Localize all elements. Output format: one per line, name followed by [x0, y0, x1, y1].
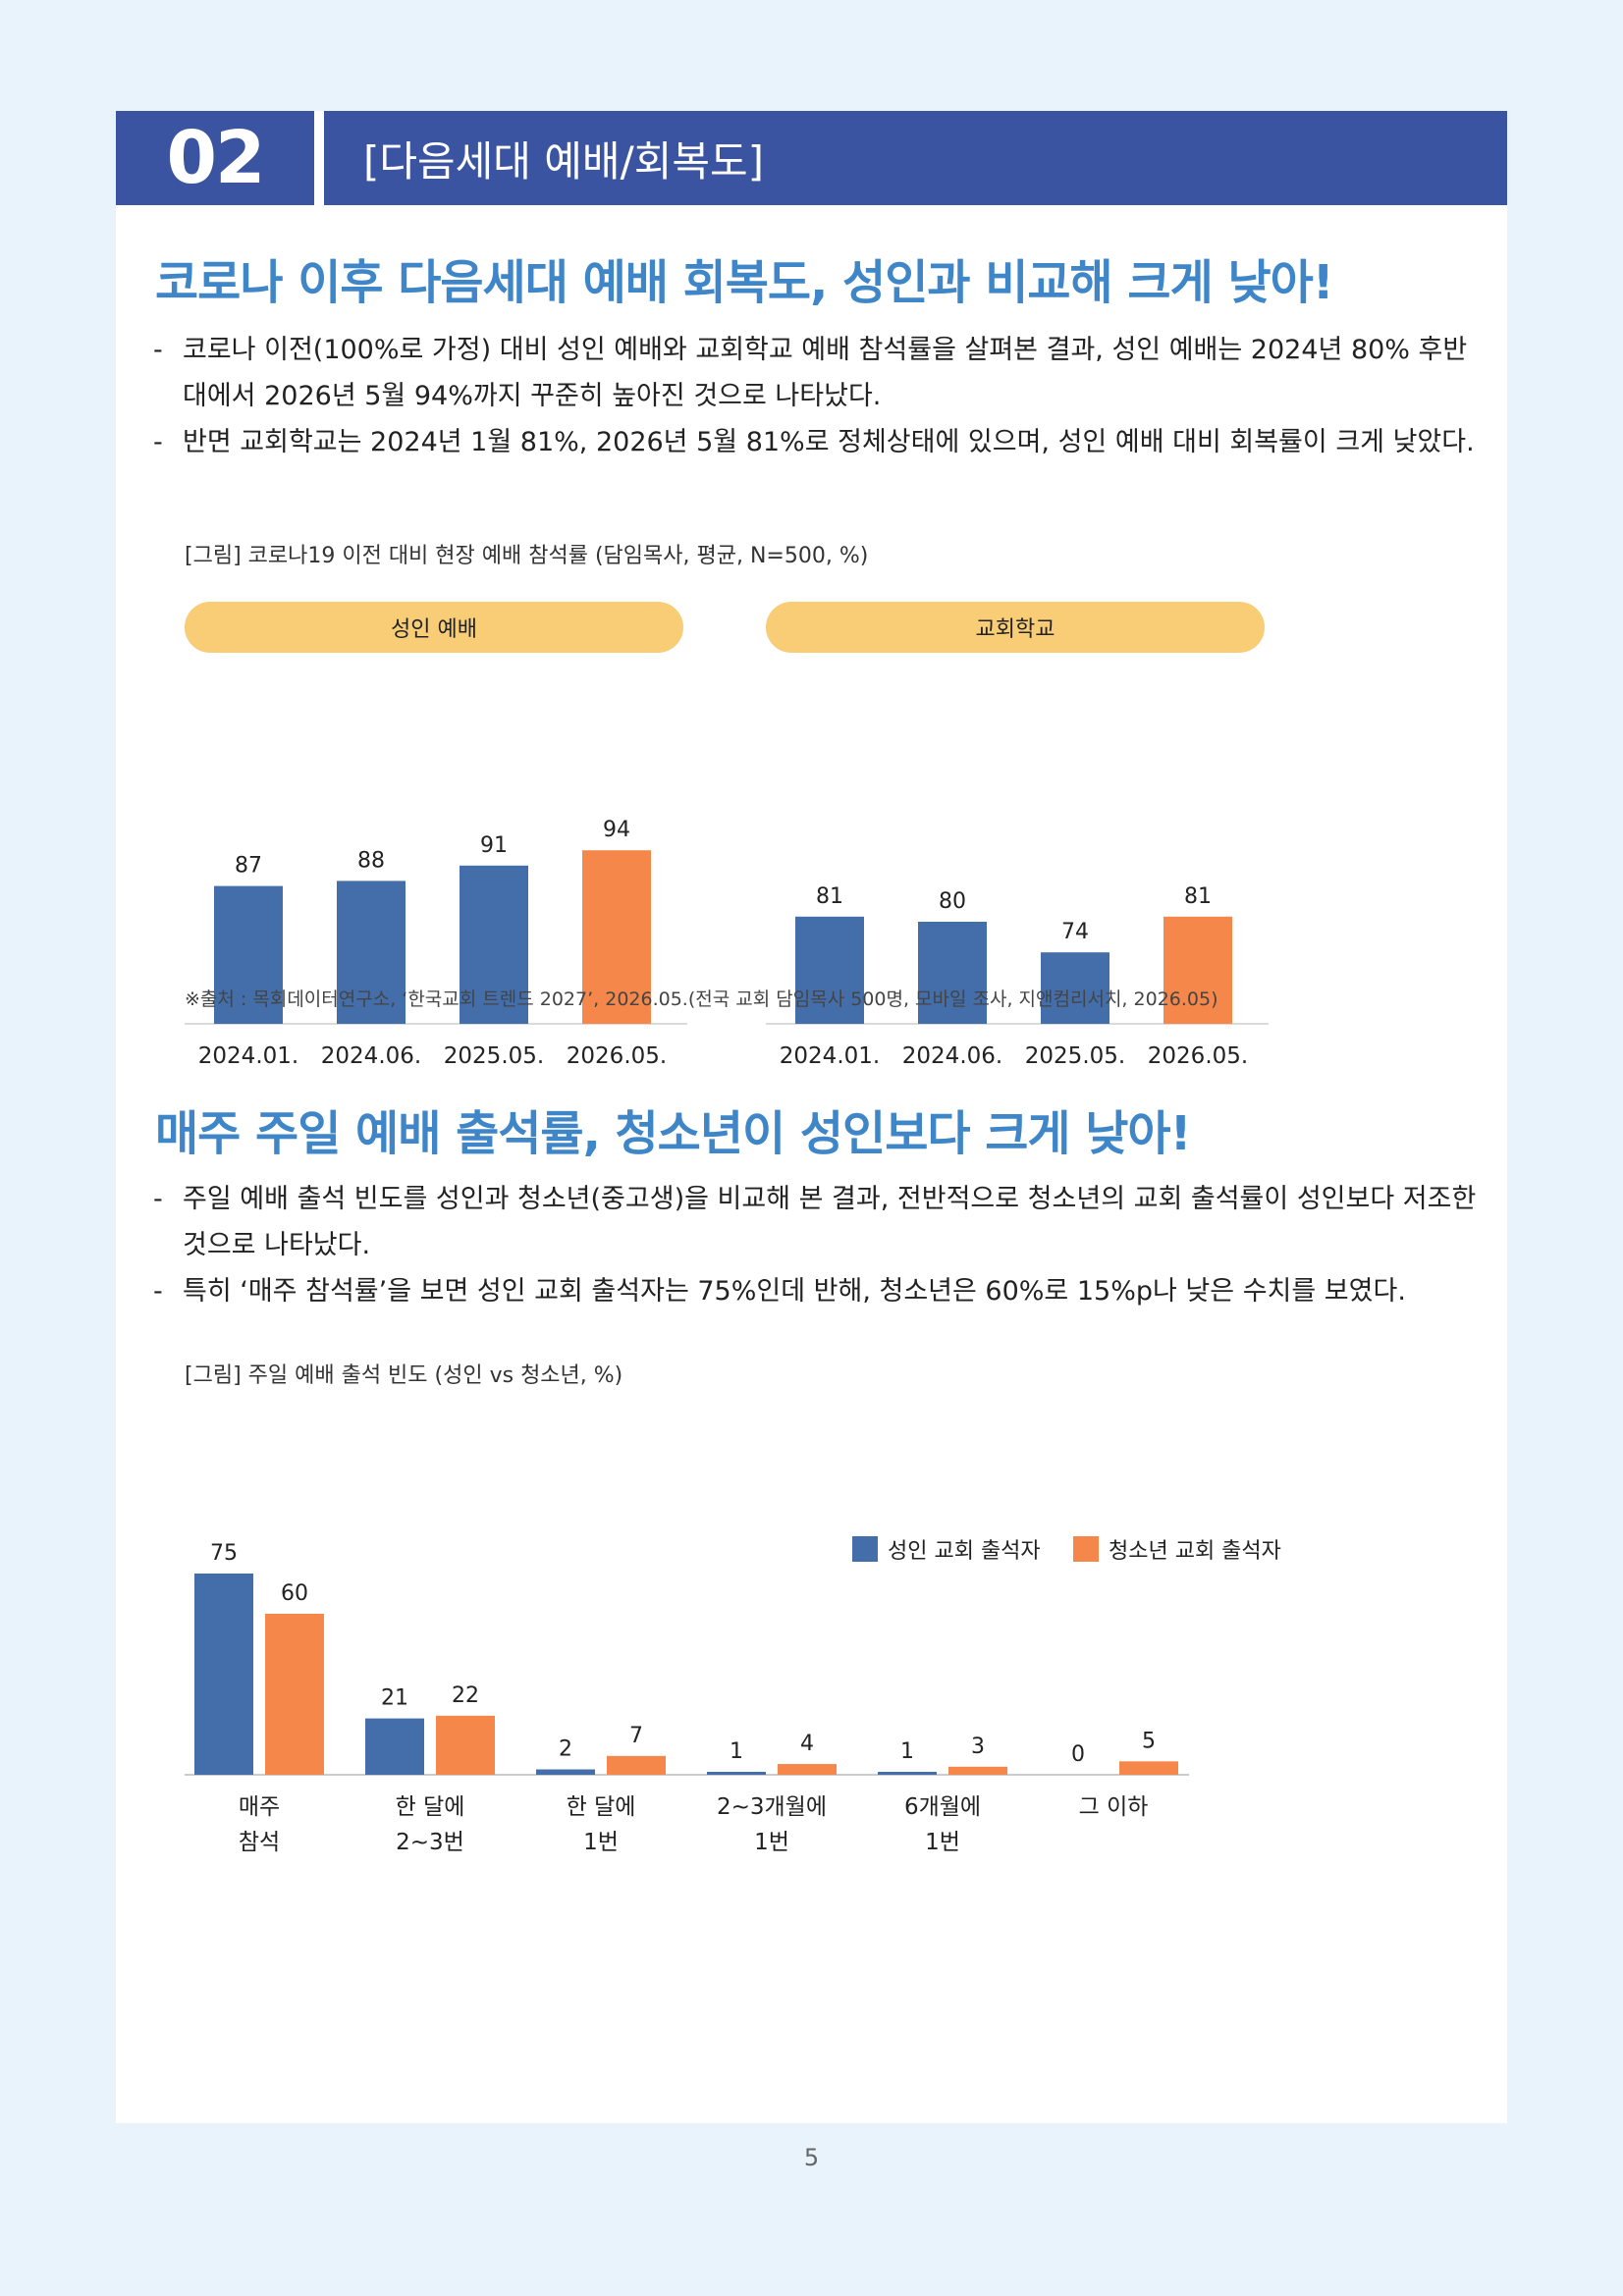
tick-label: 1번	[583, 1830, 619, 1855]
block1-bullet: 코로나 이전(100%로 가정) 대비 성인 예배와 교회학교 예배 참석률을 …	[153, 327, 1488, 419]
chart-bar	[948, 1766, 1007, 1775]
tick-label: 그 이하	[1079, 1794, 1149, 1820]
chart1-title-pill: 성인 예배	[185, 602, 683, 653]
page-sheet: 02 [다음세대 예배/회복도] 코로나 이후 다음세대 예배 회복도, 성인과…	[116, 111, 1507, 2123]
data-label: 88	[357, 848, 385, 873]
chart-bar	[778, 1764, 837, 1775]
data-label: 94	[603, 818, 630, 842]
legend-swatch	[1073, 1536, 1099, 1562]
data-label: 87	[235, 854, 262, 879]
page-number: 5	[803, 2144, 820, 2171]
tick-label: 2024.06.	[902, 1043, 1002, 1069]
chart-bar	[795, 916, 864, 1024]
section-title: [다음세대 예배/회복도]	[324, 111, 1507, 205]
tick-label: 2024.06.	[321, 1043, 421, 1069]
data-label: 60	[281, 1581, 308, 1606]
chart-bar	[194, 1574, 253, 1775]
tick-label: 2024.01.	[198, 1043, 298, 1069]
data-label: 4	[800, 1732, 814, 1756]
block2-bullet: 주일 예배 출석 빈도를 성인과 청소년(중고생)을 비교해 본 결과, 전반적…	[153, 1176, 1488, 1268]
chart-bar	[265, 1614, 324, 1775]
tick-label: 2~3번	[396, 1830, 464, 1855]
data-label: 75	[210, 1541, 238, 1566]
data-label: 0	[1071, 1742, 1085, 1767]
data-label: 74	[1061, 920, 1089, 944]
chart2-title-pill: 교회학교	[766, 602, 1265, 653]
data-label: 81	[816, 884, 843, 909]
block1-bullet: 반면 교회학교는 2024년 1월 81%, 2026년 5월 81%로 정체상…	[153, 419, 1488, 465]
data-label: 3	[971, 1735, 985, 1759]
data-label: 1	[900, 1739, 914, 1764]
figure1-source: ※출처 : 목회데이터연구소, ‘한국교회 트렌드 2027’, 2026.05…	[185, 988, 1218, 1010]
tick-label: 2026.05.	[567, 1043, 667, 1069]
chart-bar	[1163, 916, 1232, 1024]
chart-bar	[365, 1718, 424, 1775]
chart-bar	[1041, 952, 1109, 1024]
chart-bar	[436, 1715, 495, 1775]
block1-bullets: 코로나 이전(100%로 가정) 대비 성인 예배와 교회학교 예배 참석률을 …	[153, 327, 1488, 465]
tick-label: 매주	[239, 1794, 280, 1820]
tick-label: 참석	[239, 1830, 280, 1855]
tick-label: 2025.05.	[444, 1043, 544, 1069]
data-label: 80	[939, 889, 966, 914]
chart-bar	[1119, 1761, 1178, 1775]
block2-heading: 매주 주일 예배 출석률, 청소년이 성인보다 크게 낮아!	[155, 1106, 1191, 1161]
block1-heading: 코로나 이후 다음세대 예배 회복도, 성인과 비교해 크게 낮아!	[155, 255, 1334, 310]
data-label: 22	[452, 1683, 479, 1708]
legend-label: 청소년 교회 출석자	[1109, 1539, 1281, 1564]
data-label: 5	[1142, 1729, 1156, 1753]
data-label: 2	[559, 1737, 572, 1762]
chart-bar	[707, 1772, 766, 1775]
tick-label: 2025.05.	[1025, 1043, 1125, 1069]
tick-label: 한 달에	[396, 1794, 465, 1820]
chart-adult-worship: 87 2024.01. 88 2024.06. 91 2025.05. 94 2026.05.	[185, 818, 687, 1069]
data-label: 1	[730, 1739, 743, 1764]
data-label: 7	[629, 1724, 643, 1748]
data-label: 81	[1184, 884, 1212, 909]
section-number: 02	[116, 111, 314, 205]
chart-bar	[878, 1772, 937, 1775]
legend-swatch	[852, 1536, 878, 1562]
chart-bar	[582, 850, 651, 1024]
legend-label: 성인 교회 출석자	[888, 1539, 1041, 1564]
tick-label: 1번	[925, 1830, 960, 1855]
chart-church-school: 81 2024.01. 80 2024.06. 74 2025.05. 81 2026.05.	[766, 884, 1269, 1069]
tick-label: 2~3개월에	[717, 1794, 827, 1820]
data-label: 91	[480, 833, 508, 858]
block2-bullet: 특히 ‘매주 참석률’을 보면 성인 교회 출석자는 75%인데 반해, 청소년…	[153, 1268, 1488, 1314]
chart-bar	[607, 1755, 666, 1775]
tick-label: 1번	[754, 1830, 789, 1855]
tick-label: 2024.01.	[780, 1043, 880, 1069]
chart-bar	[536, 1769, 595, 1775]
chart-bar	[214, 885, 283, 1024]
chart-bar	[918, 922, 987, 1024]
figure2-caption: [그림] 주일 예배 출석 빈도 (성인 vs 청소년, %)	[185, 1363, 623, 1388]
block2-bullets: 주일 예배 출석 빈도를 성인과 청소년(중고생)을 비교해 본 결과, 전반적…	[153, 1176, 1488, 1314]
tick-label: 한 달에	[567, 1794, 636, 1820]
tick-label: 6개월에	[904, 1794, 981, 1820]
chart-bar	[337, 881, 406, 1024]
data-label: 21	[381, 1686, 408, 1711]
figure1-caption: [그림] 코로나19 이전 대비 현장 예배 참석률 (담임목사, 평균, N=…	[185, 544, 869, 568]
tick-label: 2026.05.	[1148, 1043, 1248, 1069]
section-header: 02 [다음세대 예배/회복도]	[116, 111, 1507, 205]
chart-bar	[460, 865, 528, 1024]
